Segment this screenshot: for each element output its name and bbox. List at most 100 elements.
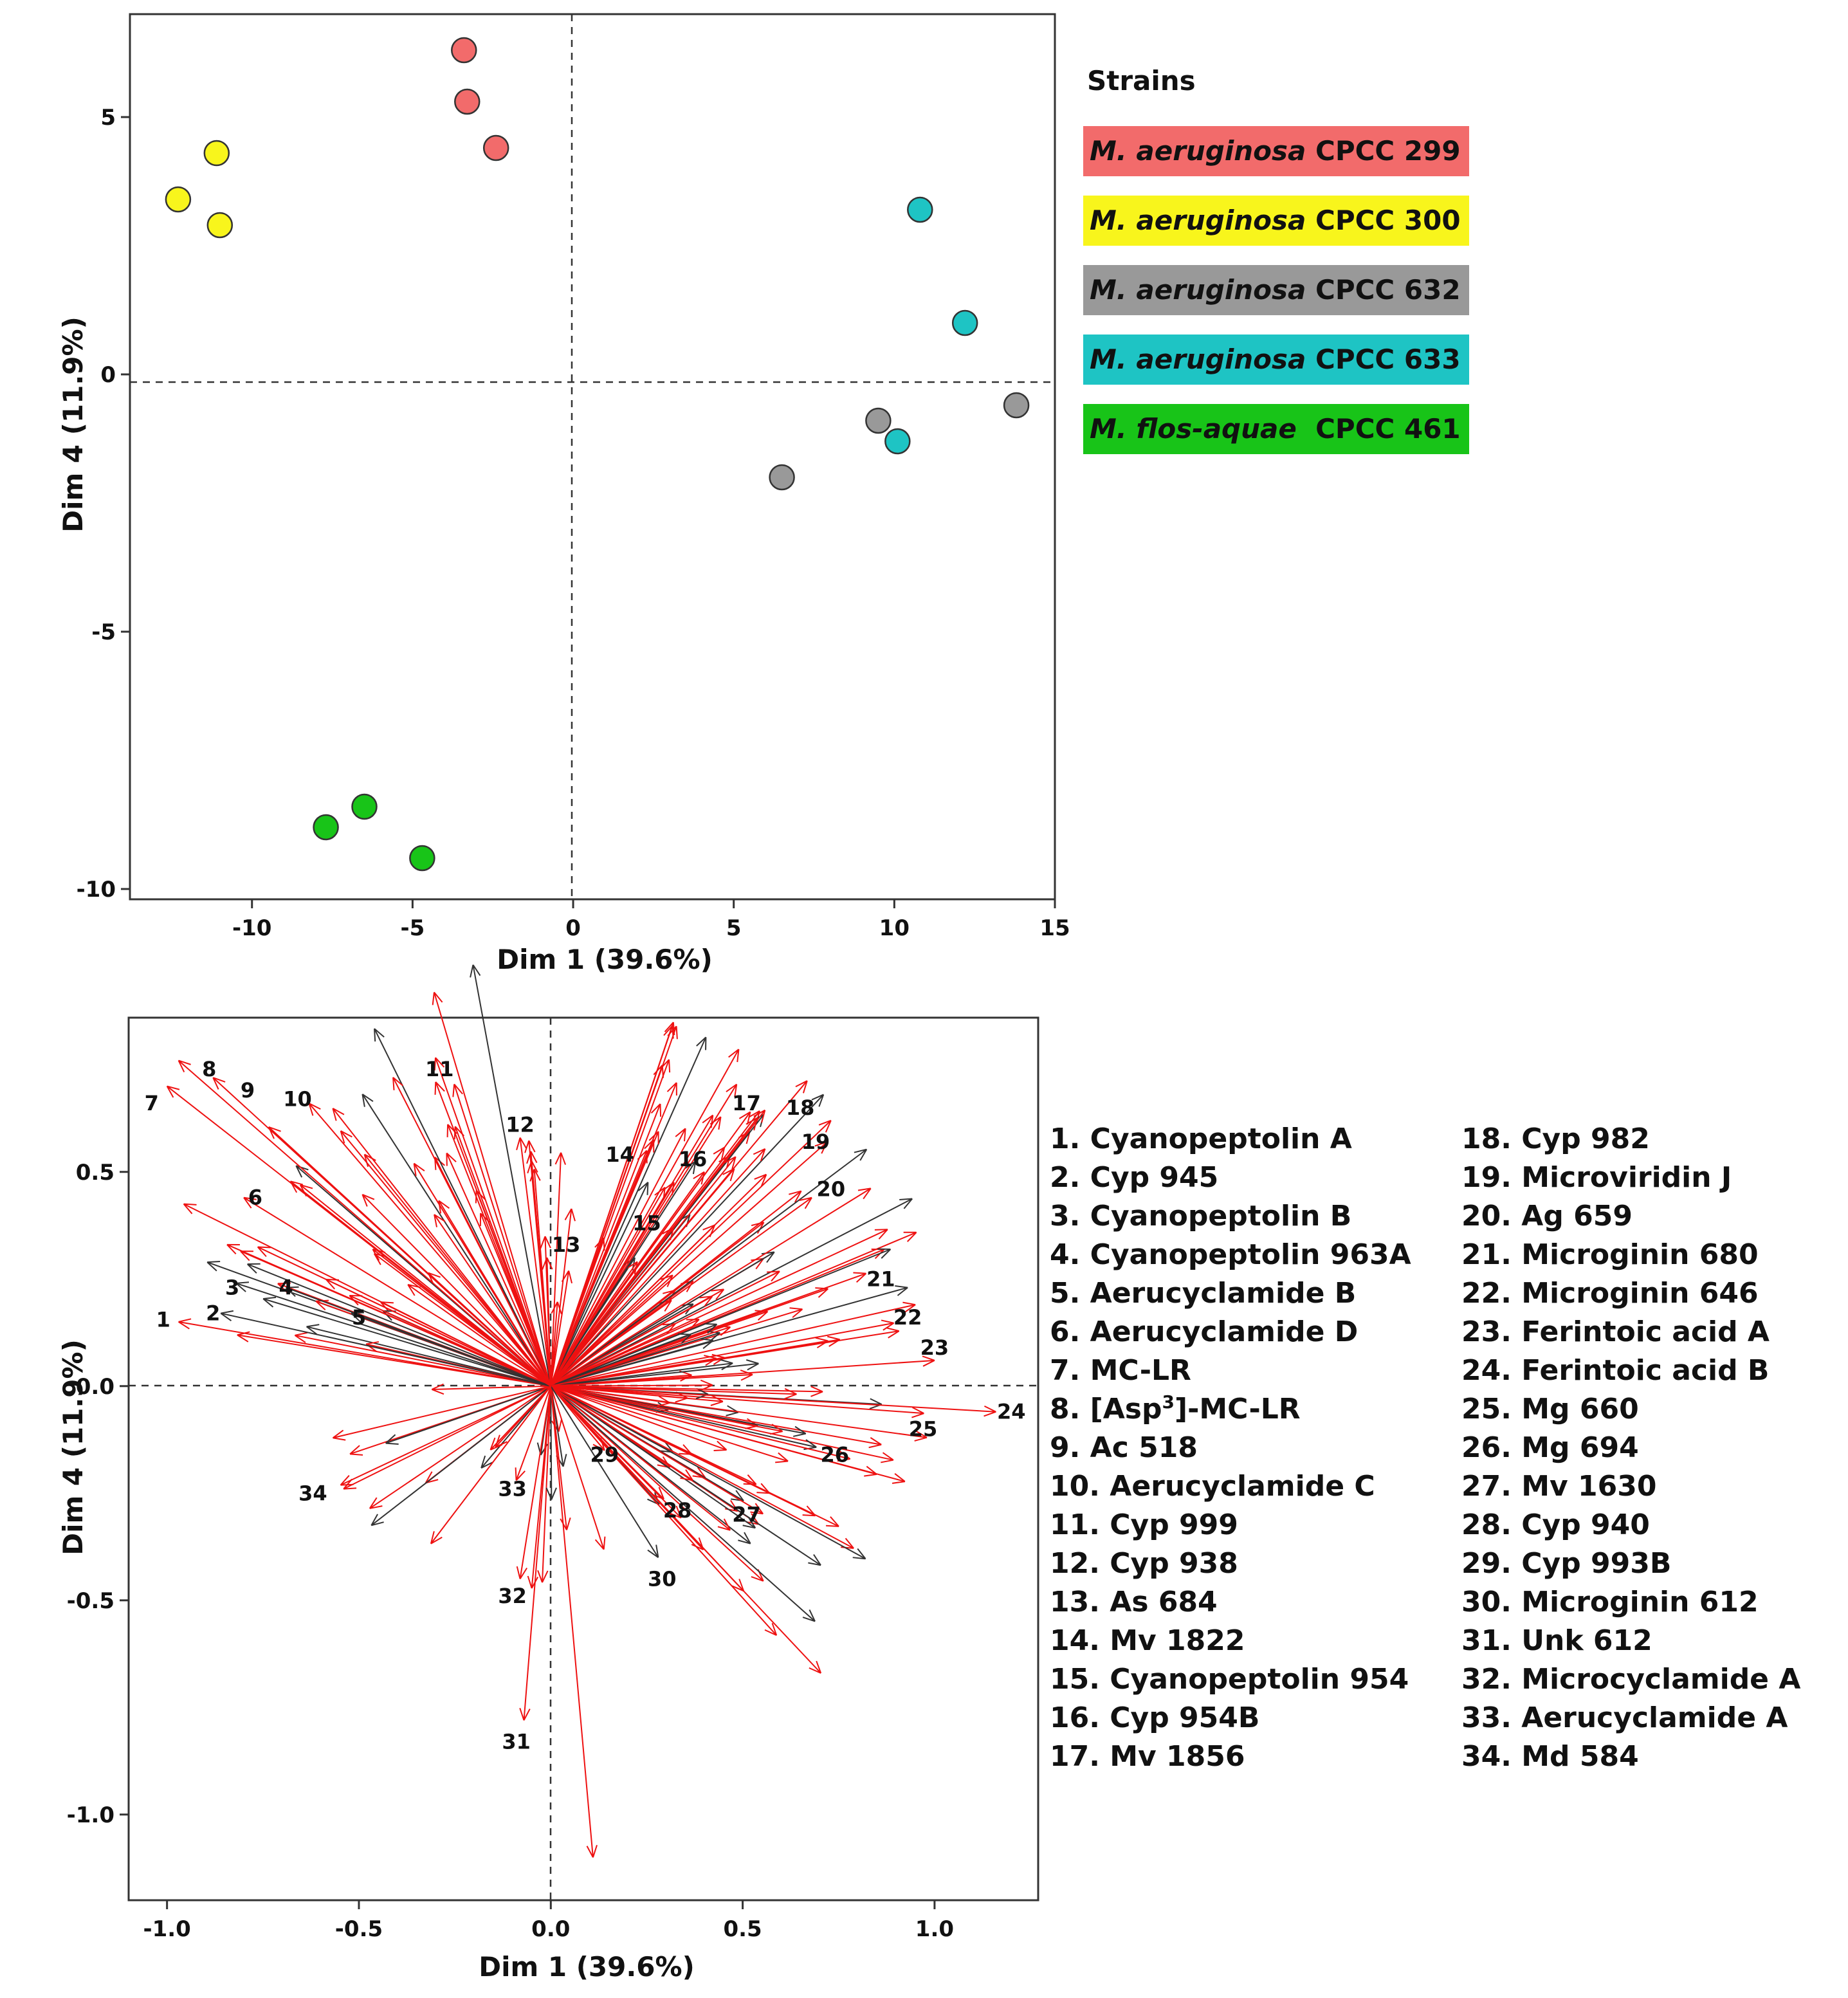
variable-list-item: 9. Ac 518	[1050, 1431, 1198, 1464]
vector-label: 15	[632, 1211, 661, 1236]
variable-list-item: 15. Cyanopeptolin 954	[1050, 1663, 1409, 1696]
scatter-point	[885, 429, 910, 454]
loading-vector-10	[309, 1103, 551, 1386]
x-axis-label: Dim 1 (39.6%)	[497, 944, 713, 975]
biplot-frame	[129, 1018, 1038, 1900]
variable-list-item: 1. Cyanopeptolin A	[1050, 1123, 1352, 1155]
scatter-point	[455, 89, 479, 114]
vector-label: 14	[605, 1142, 634, 1167]
scatter-point	[908, 197, 932, 222]
x-tick-label: 0.5	[723, 1916, 762, 1942]
variable-list-item: 18. Cyp 982	[1461, 1123, 1650, 1155]
loading-vector	[551, 1249, 890, 1386]
variable-list-item: 7. MC-LR	[1050, 1354, 1191, 1387]
vector-label: 12	[506, 1113, 535, 1137]
vector-label: 28	[663, 1498, 692, 1523]
variable-list-item: 22. Microginin 646	[1461, 1277, 1759, 1310]
y-tick-label: 5	[100, 105, 116, 131]
legend-label: M. aeruginosa CPCC 632	[1090, 274, 1461, 306]
data-points	[166, 38, 1029, 870]
loading-vector	[333, 1386, 551, 1440]
vector-label: 33	[498, 1477, 527, 1501]
variable-list-item: 4. Cyanopeptolin 963A	[1050, 1238, 1411, 1271]
vector-label: 23	[920, 1335, 949, 1360]
x-tick-label: -1.0	[143, 1916, 190, 1942]
vector-label: 20	[817, 1177, 846, 1201]
x-axis-label: Dim 1 (39.6%)	[479, 1951, 695, 1983]
variable-list-item: 25. Mg 660	[1461, 1393, 1639, 1425]
variable-list-item: 5. Aerucyclamide B	[1050, 1277, 1356, 1310]
vector-label: 7	[145, 1091, 159, 1115]
scatter-point	[1004, 393, 1029, 417]
vector-label: 30	[648, 1566, 677, 1591]
vector-label: 22	[893, 1305, 922, 1330]
vector-label: 32	[498, 1584, 527, 1608]
y-tick-label: -1.0	[67, 1802, 114, 1828]
variable-list-item: 29. Cyp 993B	[1461, 1547, 1671, 1580]
vector-label: 10	[283, 1087, 312, 1112]
vector-label: 9	[241, 1078, 255, 1103]
vector-label: 21	[866, 1267, 895, 1291]
x-tick-label: 1.0	[915, 1916, 954, 1942]
y-tick-label: -5	[91, 619, 116, 645]
vector-label: 24	[997, 1400, 1026, 1424]
vector-label: 2	[206, 1301, 220, 1326]
scatter-point	[166, 187, 190, 212]
variable-list-item: 17. Mv 1856	[1050, 1740, 1245, 1773]
loading-vector-8	[179, 1061, 551, 1386]
vector-label: 13	[552, 1233, 581, 1257]
loading-vector	[551, 1095, 823, 1386]
vector-label: 11	[425, 1057, 454, 1081]
vector-label: 19	[801, 1130, 830, 1154]
vector-label: 16	[679, 1147, 708, 1171]
scatter-point	[452, 38, 476, 62]
variable-list-item: 6. Aerucyclamide D	[1050, 1315, 1358, 1348]
variable-list-item: 16. Cyp 954B	[1050, 1701, 1259, 1734]
scatter-point	[770, 465, 794, 490]
x-tick-label: 15	[1039, 915, 1070, 941]
x-tick-label: 10	[879, 915, 910, 941]
variable-list-item: 20. Ag 659	[1461, 1200, 1633, 1233]
variable-list-item: 10. Aerucyclamide C	[1050, 1470, 1375, 1503]
vector-label: 31	[502, 1730, 531, 1754]
vector-label: 8	[202, 1057, 216, 1081]
legend-label: M. flos-aquae CPCC 461	[1090, 413, 1461, 445]
variable-list-item: 11. Cyp 999	[1050, 1508, 1238, 1541]
scatter-point	[352, 794, 376, 819]
scatter-point	[205, 141, 229, 165]
variable-list-item: 28. Cyp 940	[1461, 1508, 1650, 1541]
vector-label: 25	[909, 1416, 938, 1441]
legend-label: M. aeruginosa CPCC 300	[1090, 205, 1461, 236]
legend-label: M. aeruginosa CPCC 633	[1090, 344, 1461, 375]
variable-list-item: 27. Mv 1630	[1461, 1470, 1657, 1503]
vector-label: 29	[590, 1442, 619, 1467]
vector-label: 3	[225, 1276, 239, 1300]
variable-list-item: 3. Cyanopeptolin B	[1050, 1200, 1351, 1233]
vector-label: 26	[821, 1442, 850, 1467]
variable-list-item: 8. [Asp3]-MC-LR	[1050, 1391, 1301, 1426]
loading-vector	[551, 1386, 570, 1530]
variable-list-item: 2. Cyp 945	[1050, 1161, 1218, 1194]
vector-label: 27	[732, 1503, 761, 1527]
loading-vector-34	[343, 1386, 551, 1489]
scatter-point	[484, 136, 508, 160]
y-tick-label: -10	[77, 877, 116, 903]
variable-list-item: 13. As 684	[1050, 1586, 1218, 1618]
variable-list-item: 19. Microviridin J	[1461, 1161, 1732, 1194]
x-tick-label: -0.5	[335, 1916, 383, 1942]
variable-list-item: 32. Microcyclamide A	[1461, 1663, 1800, 1696]
loading-vector	[307, 1324, 551, 1386]
variable-list-item: 26. Mg 694	[1461, 1431, 1639, 1464]
variable-list-item: 23. Ferintoic acid A	[1461, 1315, 1770, 1348]
vector-label: 5	[352, 1305, 366, 1330]
scatter-point	[314, 815, 338, 839]
y-tick-label: 0.5	[76, 1160, 114, 1186]
variable-list-item: 30. Microginin 612	[1461, 1586, 1759, 1618]
loading-vector-27	[551, 1386, 769, 1494]
variable-list-item: 21. Microginin 680	[1461, 1238, 1759, 1271]
